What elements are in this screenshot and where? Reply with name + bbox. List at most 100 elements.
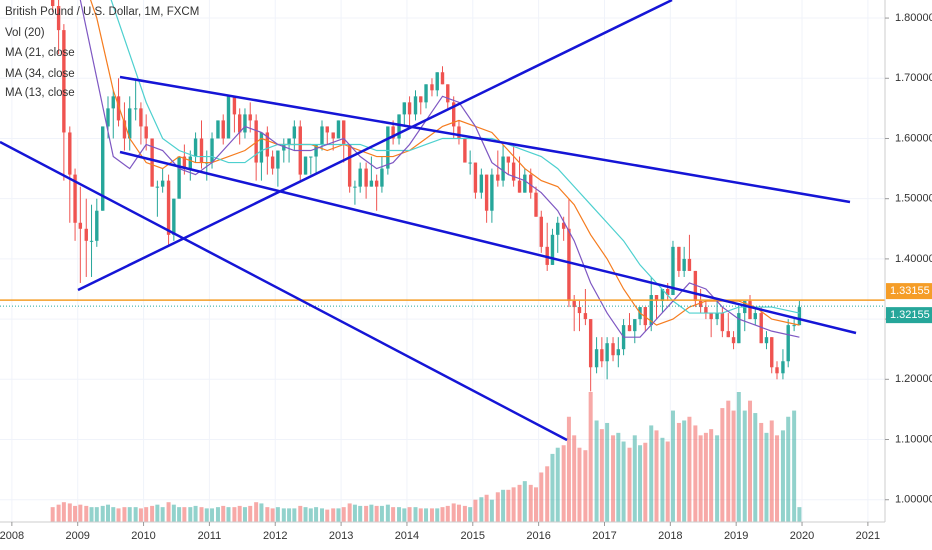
candle-body (567, 228, 571, 302)
volume-bar (594, 420, 599, 522)
volume-bar (687, 416, 692, 522)
volume-bar (753, 413, 758, 522)
candle-body (484, 174, 489, 211)
volume-bar (665, 441, 670, 522)
volume-bar (336, 508, 341, 522)
candle-body (287, 138, 291, 145)
volume-bar (270, 508, 275, 522)
x-tick-label: 2015 (461, 530, 485, 542)
volume-bar (150, 505, 155, 522)
candle-body (770, 337, 774, 368)
price-label-box (886, 307, 932, 324)
candle-body (347, 144, 352, 187)
candle-body (188, 156, 193, 169)
candle-body (539, 216, 543, 247)
price-label-box (886, 283, 932, 300)
volume-bar (759, 422, 764, 522)
candle-body (534, 192, 538, 217)
volume-bar (221, 505, 226, 522)
y-tick-label: 1.60000 (895, 132, 932, 144)
candle-body (331, 132, 335, 139)
volume-bar (275, 507, 280, 522)
volume-bar (242, 507, 247, 522)
volume-bar (764, 432, 769, 522)
volume-bar (111, 507, 116, 522)
volume-bar (731, 410, 736, 522)
candle-body (605, 343, 609, 362)
volume-bar (155, 504, 160, 522)
volume-bar (676, 422, 681, 522)
volume-bar (583, 450, 588, 522)
volume-bar (605, 422, 610, 522)
volume-bar (182, 507, 187, 522)
candle-body (517, 180, 522, 193)
volume-bar (775, 435, 780, 522)
volume-bar (248, 505, 253, 522)
volume-bar (627, 447, 632, 522)
volume-bar (682, 420, 687, 522)
volume-bar (693, 425, 698, 522)
candle-body (709, 313, 713, 320)
candle-body (671, 246, 675, 296)
y-tick-label: 1.40000 (895, 253, 932, 265)
candle-body (698, 301, 703, 308)
candle-body (451, 102, 456, 127)
candle-body (336, 120, 341, 139)
candle-body (68, 132, 72, 175)
candle-body (627, 325, 632, 332)
candle-body (654, 295, 659, 302)
candle-body (391, 126, 395, 139)
y-tick-label: 1.70000 (895, 72, 932, 84)
candle-body (446, 84, 450, 103)
volume-bar (445, 505, 450, 522)
candle-body (182, 156, 187, 169)
volume-bar (397, 507, 402, 522)
volume-bar (769, 420, 774, 522)
candle-body (737, 313, 741, 344)
candle-body (369, 180, 374, 187)
candle-body (424, 84, 428, 103)
volume-bar (495, 492, 500, 522)
candle-body (254, 120, 258, 163)
candle-body (715, 313, 719, 320)
volume-bar (122, 507, 127, 522)
legend-entry: MA (13, close (5, 87, 75, 99)
candle-body (786, 325, 790, 362)
candle-body (243, 114, 247, 133)
volume-bar (611, 435, 616, 522)
volume-bar (511, 487, 516, 522)
volume-bar (435, 508, 440, 522)
candle-body (523, 174, 527, 193)
candle-body (101, 126, 105, 211)
volume-bar (73, 505, 78, 522)
y-tick-label: 1.10000 (895, 433, 932, 445)
volume-bar (347, 503, 352, 522)
volume-bar (561, 445, 566, 522)
x-tick-label: 2011 (198, 530, 222, 542)
candle-body (265, 132, 270, 157)
volume-bar (281, 508, 286, 522)
candle-body (199, 138, 204, 163)
candle-body (106, 108, 110, 127)
candle-body (78, 222, 83, 229)
volume-bar (171, 504, 176, 522)
candle-body (501, 156, 505, 181)
moving-average (89, 0, 800, 326)
volume-bar (418, 508, 423, 522)
candle-body (419, 96, 423, 103)
candle-body (649, 295, 653, 326)
candle-body (172, 198, 176, 235)
volume-bar (385, 504, 390, 522)
volume-bar (709, 429, 714, 522)
moving-average (79, 0, 800, 338)
volume-bar (177, 507, 182, 522)
candle-body (594, 349, 599, 368)
volume-bar (84, 505, 89, 522)
candle-body (309, 156, 313, 158)
candle-body (314, 144, 318, 157)
volume-bar (424, 508, 429, 522)
y-tick-label: 1.00000 (895, 494, 932, 506)
volume-bar (588, 392, 593, 522)
candle-body (600, 349, 604, 362)
volume-bar (506, 489, 511, 522)
